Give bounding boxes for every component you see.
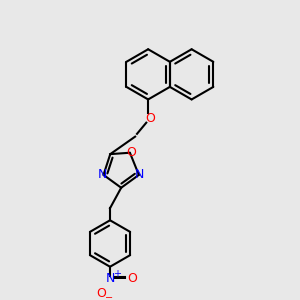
Text: O: O bbox=[128, 272, 137, 285]
Text: +: + bbox=[112, 269, 121, 279]
Text: O: O bbox=[145, 112, 155, 124]
Text: −: − bbox=[105, 293, 113, 300]
Text: N: N bbox=[98, 168, 107, 182]
Text: N: N bbox=[135, 168, 145, 182]
Text: O: O bbox=[126, 146, 136, 159]
Text: N: N bbox=[105, 272, 115, 285]
Text: O: O bbox=[96, 287, 106, 300]
